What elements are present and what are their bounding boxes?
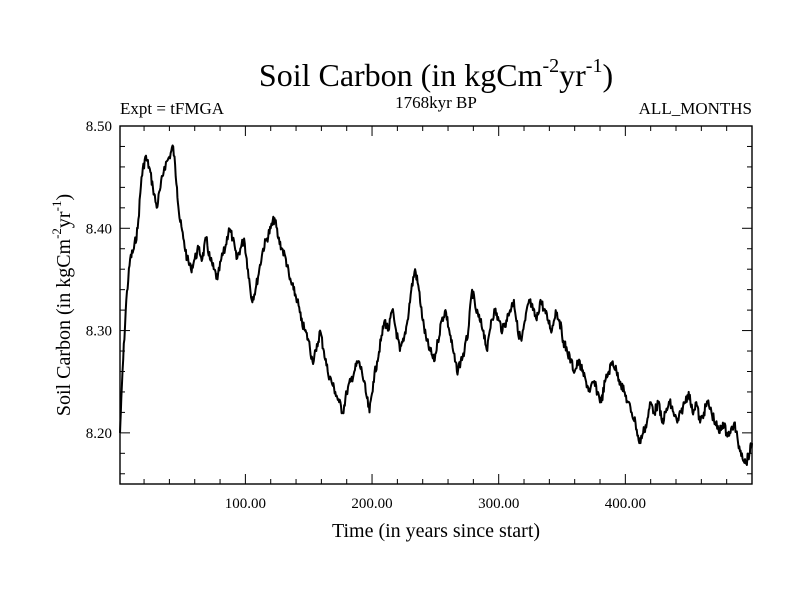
ylabel-sup-2: -1 bbox=[49, 201, 64, 212]
subtitle-center: 1768kyr BP bbox=[395, 93, 477, 112]
y-tick-labels: 8.20 8.30 8.40 8.50 bbox=[86, 119, 112, 442]
title-sup-1: -2 bbox=[542, 55, 559, 77]
ylabel-main: Soil Carbon (in kgCm bbox=[53, 238, 75, 416]
ylabel-sup-1: -2 bbox=[49, 228, 64, 239]
x-tick-label: 200.00 bbox=[351, 496, 392, 512]
x-tick-labels: 100.00 200.00 300.00 400.00 bbox=[225, 496, 646, 512]
series-line bbox=[119, 144, 753, 466]
axis-ticks bbox=[120, 125, 752, 484]
title-sup-2: -1 bbox=[586, 55, 603, 77]
x-tick-label: 300.00 bbox=[478, 496, 519, 512]
y-tick-label: 8.20 bbox=[86, 426, 112, 442]
y-tick-label: 8.40 bbox=[86, 221, 112, 237]
subtitle-right: ALL_MONTHS bbox=[639, 99, 752, 118]
title-mid: yr bbox=[559, 57, 586, 93]
x-tick-label: 100.00 bbox=[225, 496, 266, 512]
x-tick-label: 400.00 bbox=[605, 496, 646, 512]
title-end: ) bbox=[602, 57, 613, 93]
y-axis-label: Soil Carbon (in kgCm-2yr-1) bbox=[49, 194, 75, 416]
y-tick-label: 8.50 bbox=[86, 119, 112, 135]
subtitle-left: Expt = tFMGA bbox=[120, 99, 225, 118]
chart-title: Soil Carbon (in kgCm-2yr-1) bbox=[259, 55, 613, 93]
y-tick-label: 8.30 bbox=[86, 324, 112, 340]
title-main: Soil Carbon (in kgCm bbox=[259, 57, 543, 93]
ylabel-mid: yr bbox=[53, 211, 75, 228]
plot-frame bbox=[119, 125, 753, 485]
ylabel-end: ) bbox=[53, 194, 75, 201]
x-axis-label: Time (in years since start) bbox=[332, 520, 540, 542]
